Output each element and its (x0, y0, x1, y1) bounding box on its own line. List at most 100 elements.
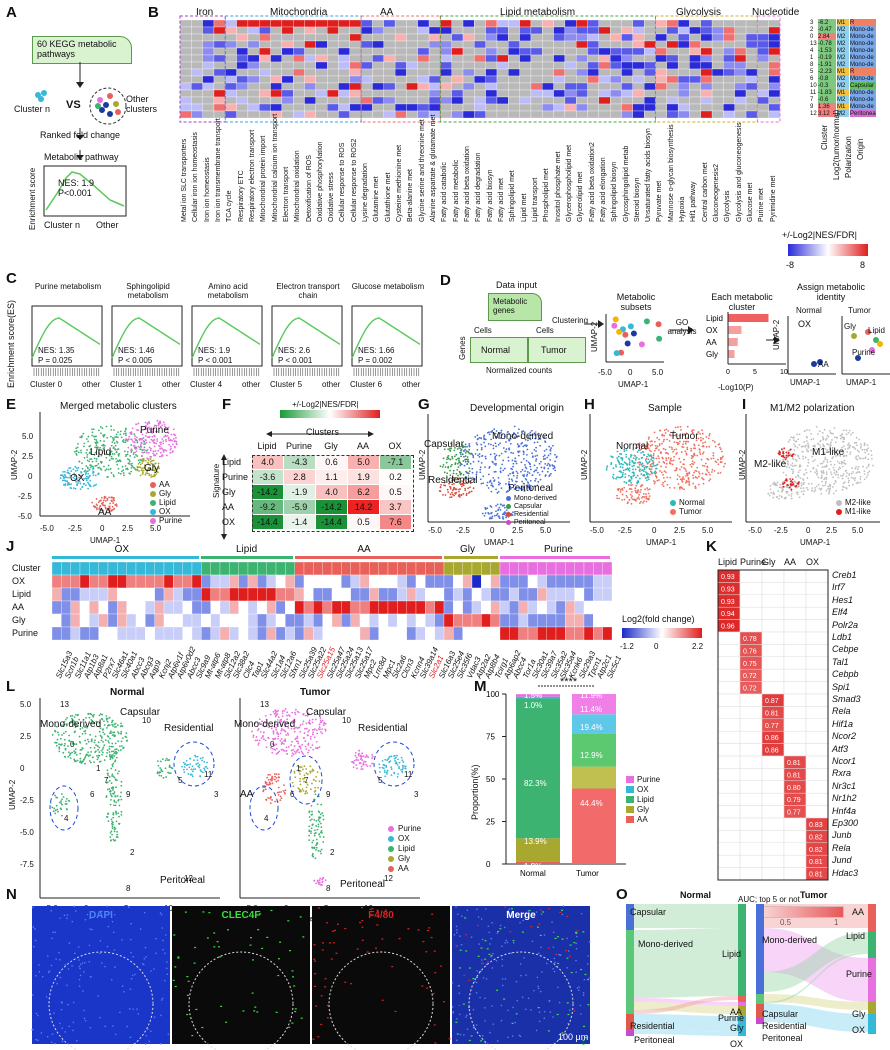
lipid-point (111, 745, 114, 748)
capsular-point (461, 453, 464, 456)
aa-point (111, 505, 114, 508)
lipid-point (110, 750, 113, 753)
capsular-point (455, 453, 458, 456)
m1-point (791, 478, 794, 481)
lipid-point (90, 713, 93, 716)
heatmap-cell (462, 68, 475, 77)
k-legend-tick-a: 0.5 (780, 918, 792, 927)
tumor-point (683, 467, 686, 469)
j-cell (453, 561, 463, 576)
heatmap-cell (202, 47, 215, 56)
tumor-point (682, 446, 685, 449)
mono-point (471, 471, 474, 474)
j-cell (471, 626, 482, 641)
lipid-point (108, 741, 110, 744)
lipid-point (105, 456, 108, 459)
m2-point (796, 454, 799, 457)
heatmap-cell (530, 89, 543, 98)
heatmap-cell (768, 103, 781, 112)
mono-point (495, 462, 497, 465)
ox-point (88, 474, 91, 477)
tumor-point (679, 486, 682, 488)
heatmap-cell (327, 47, 339, 56)
mono-point (514, 483, 516, 486)
lipid-point (112, 474, 115, 476)
k-cell (805, 644, 829, 658)
heatmap-cell (610, 61, 622, 70)
heatmap-cell (440, 26, 452, 35)
heatmap-cell (734, 110, 747, 119)
heatmap-cell (576, 33, 588, 42)
lipid-point (88, 716, 91, 719)
mono-point (547, 454, 550, 457)
mono-point (499, 509, 502, 511)
heatmap-cell (474, 110, 486, 119)
normal-point (625, 482, 628, 484)
aa-point (108, 507, 110, 510)
j-cell (61, 613, 71, 628)
lipid-point (112, 816, 115, 819)
normal-point (620, 471, 623, 474)
k-cell (761, 668, 785, 682)
j-cell (462, 561, 473, 576)
capsular-point (462, 445, 465, 448)
b-polarization: M2 (837, 110, 849, 117)
mono-point (468, 445, 471, 448)
k-cell-value: 0.72 (743, 686, 757, 693)
m2-point (797, 471, 800, 474)
m2-point (795, 460, 798, 462)
heatmap-cell (247, 103, 260, 112)
heatmap-cell (315, 40, 328, 49)
aa-point (95, 508, 98, 511)
heatmap-cell (293, 110, 305, 119)
gsea-p: P < 0.005 (118, 356, 153, 365)
pathway-label: Lysine degradation (362, 163, 370, 222)
residential-point (456, 477, 459, 480)
heatmap-cell (711, 82, 724, 91)
aa-point (108, 506, 111, 508)
purine-point (153, 445, 156, 448)
lipid-point (112, 762, 115, 765)
m2-point (824, 458, 826, 461)
j-cell (359, 613, 370, 628)
heatmap-cell (587, 96, 600, 105)
k-cell (739, 569, 763, 583)
purine-point (278, 750, 281, 753)
gly-point (154, 462, 157, 465)
tumor-point (645, 445, 648, 448)
heatmap-cell (598, 96, 611, 105)
heatmap-cell (734, 103, 747, 112)
mono-point (479, 468, 482, 471)
tumor-point (650, 468, 653, 471)
tumor-point (655, 457, 658, 460)
k-col-label: Lipid (718, 557, 738, 567)
purine-point (152, 441, 155, 444)
normal-point (654, 464, 657, 467)
normal-point (647, 453, 650, 456)
ox-point (185, 760, 188, 762)
heatmap-cell (757, 82, 769, 91)
purine-point (129, 432, 132, 435)
heatmap-cell (338, 40, 350, 49)
j-cell (462, 613, 473, 628)
heatmap-cell (689, 110, 701, 119)
j-cell (285, 613, 295, 628)
heatmap-cell (723, 103, 735, 112)
j-cell (574, 587, 585, 602)
heatmap-cell (372, 33, 384, 42)
lipid-point (89, 464, 92, 467)
mono-point (526, 473, 529, 476)
k-cell-value: 0.75 (743, 661, 757, 668)
m2-point (847, 481, 850, 484)
lipid-point (124, 441, 127, 444)
j-cell (294, 626, 305, 641)
mono-point (510, 478, 513, 481)
tumor-point (634, 499, 637, 502)
aa-point (98, 508, 101, 511)
heatmap-cell (734, 82, 747, 91)
j-cell (61, 574, 71, 589)
mono-point (516, 477, 518, 479)
purine-point (162, 450, 165, 453)
normal-point (625, 456, 628, 458)
m2-point (866, 474, 869, 477)
